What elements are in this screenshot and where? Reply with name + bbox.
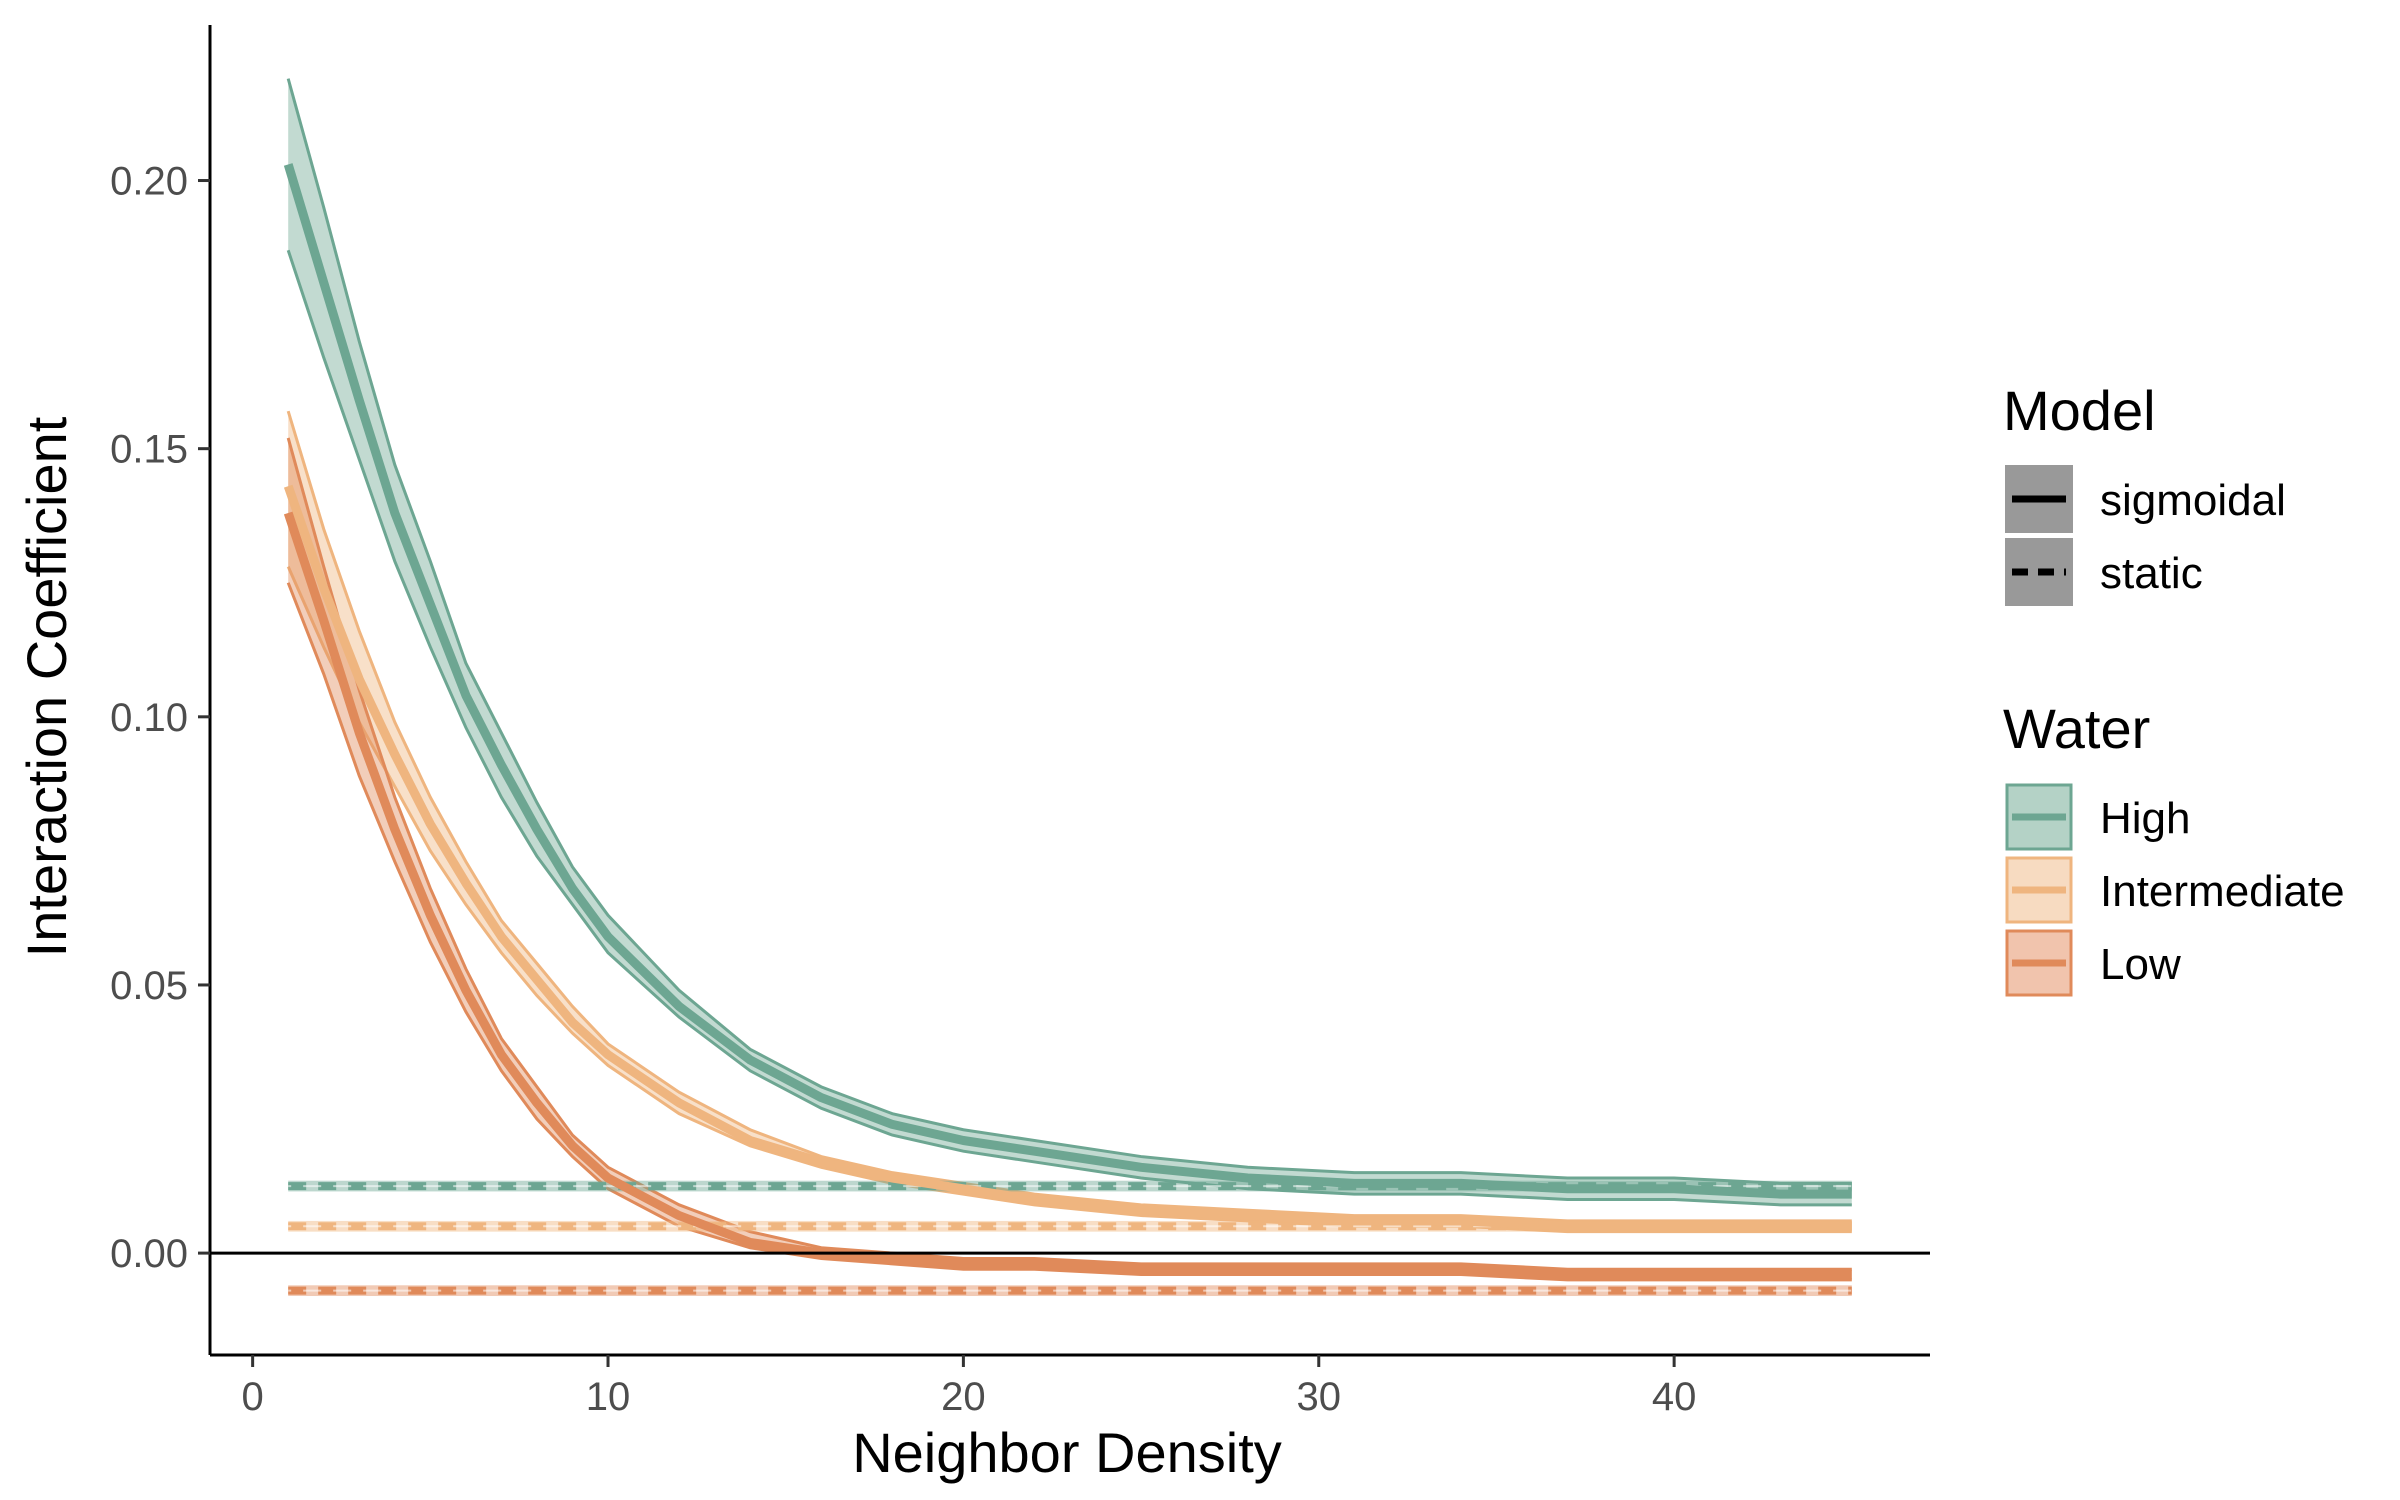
band-lower-edge-low	[286, 582, 1852, 1282]
series-line-low	[283, 511, 1852, 1280]
y-tick-label: 0.05	[110, 964, 188, 1008]
x-tick-label: 30	[1297, 1375, 1342, 1419]
band-upper-edge-high	[286, 78, 1852, 1185]
y-tick-label: 0.15	[110, 428, 188, 472]
band-lower-edge-intermediate	[286, 566, 1852, 1234]
legend-label-sigmoidal: sigmoidal	[2100, 476, 2286, 525]
series-line-high	[283, 163, 1852, 1199]
confidence-bands	[286, 78, 1852, 1282]
y-axis-title: Interaction Coefficient	[15, 416, 78, 957]
x-axis-ticks: 0 10 20 30 40	[242, 1355, 1697, 1419]
x-tick-label: 20	[941, 1375, 986, 1419]
y-axis-ticks: 0.00 0.05 0.10 0.15 0.20	[110, 160, 210, 1276]
legend-model-title: Model	[2003, 379, 2156, 442]
legend-water-title: Water	[2003, 697, 2150, 760]
y-tick-label: 0.20	[110, 160, 188, 204]
sigmoidal-model-lines	[283, 163, 1852, 1280]
legend-label-static: static	[2100, 549, 2203, 598]
y-tick-label: 0.10	[110, 696, 188, 740]
band-lower-edge-high	[286, 249, 1852, 1207]
band-upper-edge-intermediate	[286, 410, 1852, 1223]
legend-label-intermediate: Intermediate	[2100, 867, 2345, 916]
legend-model-items: sigmoidal static	[2005, 465, 2286, 606]
x-axis-title: Neighbor Density	[852, 1421, 1282, 1484]
x-tick-label: 0	[242, 1375, 264, 1419]
series-line-intermediate	[283, 484, 1852, 1231]
x-tick-label: 40	[1652, 1375, 1697, 1419]
legend-label-low: Low	[2100, 940, 2181, 989]
legend: Model sigmoidal static Water High Intermed…	[2003, 379, 2345, 997]
band-high	[288, 78, 1852, 1205]
legend-water-items: High Intermediate Low	[2005, 783, 2345, 997]
legend-label-high: High	[2100, 794, 2191, 843]
y-tick-label: 0.00	[110, 1232, 188, 1276]
x-tick-label: 10	[586, 1375, 631, 1419]
band-upper-edge-low	[286, 437, 1852, 1271]
